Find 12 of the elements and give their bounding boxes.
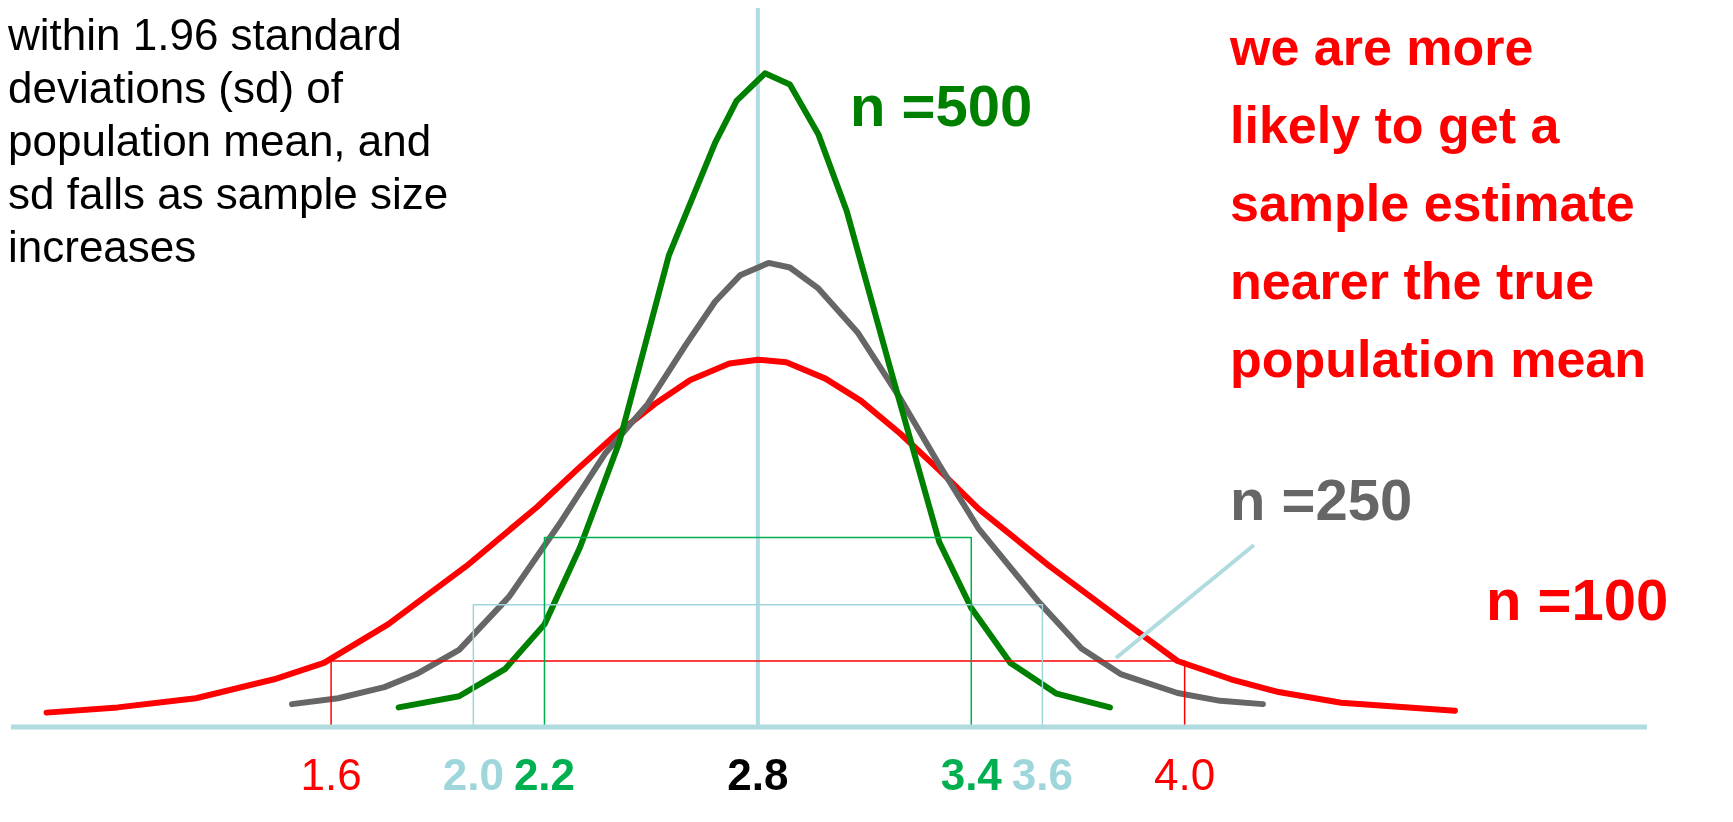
annotation: we are more likely to get a sample estimate nearer the true population mean <box>1230 17 1647 390</box>
text: n =250 <box>1230 467 1413 532</box>
annotation: within 1.96 standard deviations (sd) of population mean, and sd falls as sample size increases <box>8 9 450 273</box>
x-tick-label: 2.2 <box>513 750 576 799</box>
x-tick-label: 2.0 <box>442 750 504 799</box>
x-tick-label: 3.6 <box>1011 750 1073 799</box>
x-tick-label: 4.0 <box>1154 750 1216 799</box>
x-tick-label: 3.4 <box>940 750 1003 799</box>
x-tick-label: 1.6 <box>300 750 362 799</box>
series-label: n =500 <box>850 73 1033 138</box>
series-label: n =100 <box>1486 567 1669 632</box>
x-tick-label: 2.8 <box>727 750 789 799</box>
